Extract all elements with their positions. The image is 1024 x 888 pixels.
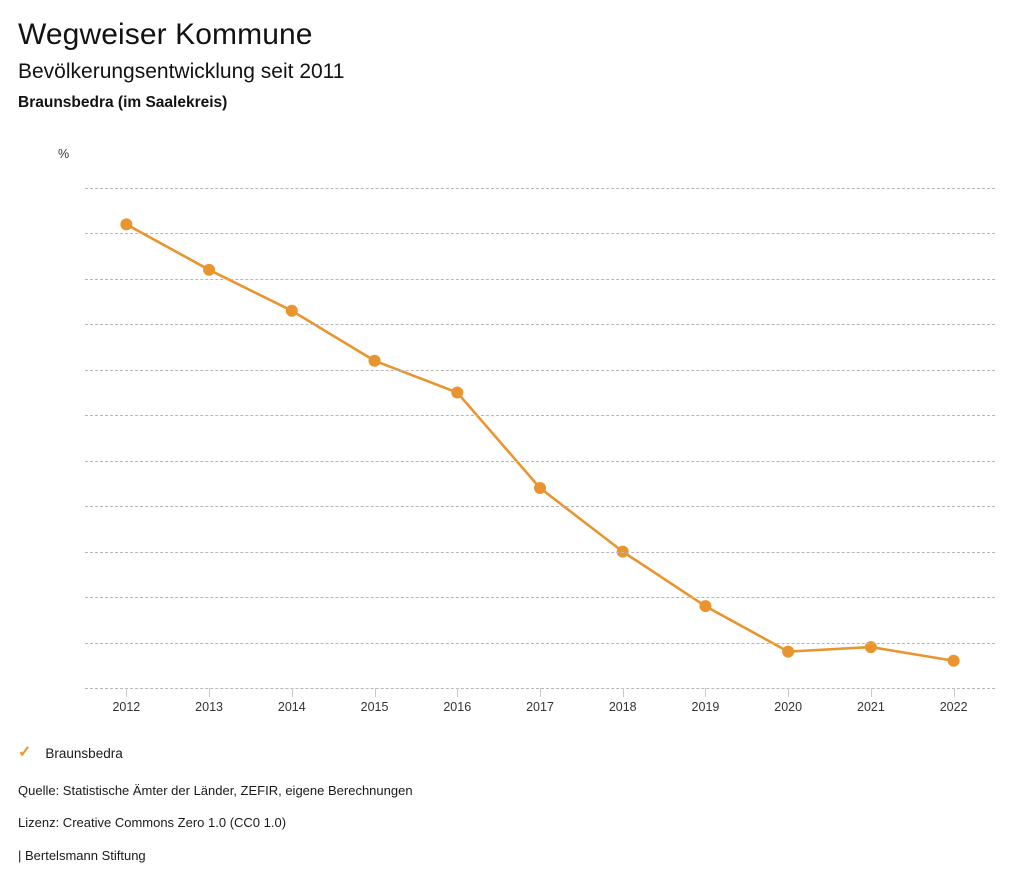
footer-publisher: | Bertelsmann Stiftung: [18, 847, 146, 863]
gridline: [85, 369, 995, 371]
x-axis-tick-mark: [705, 688, 707, 697]
x-axis-tick-label: 2016: [443, 700, 472, 714]
x-axis-tick-label: 2015: [360, 700, 389, 714]
x-axis-tick-label: 2022: [939, 700, 968, 714]
plot-area: 0,0-1,0-2,0-3,0-4,0-5,0-6,0-7,0-8,0-9,0-…: [85, 188, 995, 714]
data-point-marker[interactable]: [451, 386, 464, 399]
page-subtitle: Bevölkerungsentwicklung seit 2011: [18, 59, 345, 83]
gridline: [85, 642, 995, 644]
data-point-marker[interactable]: [534, 482, 546, 494]
page-title: Wegweiser Kommune: [18, 18, 313, 51]
x-axis-tick-mark: [291, 688, 293, 697]
data-point-marker[interactable]: [947, 654, 960, 667]
data-point-marker[interactable]: [782, 645, 795, 658]
data-point-marker[interactable]: [203, 263, 216, 276]
x-axis-tick-mark: [540, 688, 541, 697]
x-axis-tick-label: 2013: [195, 700, 223, 714]
data-point-marker[interactable]: [120, 218, 133, 231]
header: Wegweiser Kommune Bevölkerungsentwicklun…: [0, 0, 1024, 111]
x-axis-tick-mark: [953, 688, 955, 697]
x-axis-tick-mark: [457, 688, 459, 697]
municipality-name: Braunsbedra (im Saalekreis): [18, 93, 228, 111]
gridline: [85, 551, 995, 553]
data-point-marker[interactable]: [699, 600, 712, 613]
gridline: [85, 233, 995, 235]
chart-container: % 0,0-1,0-2,0-3,0-4,0-5,0-6,0-7,0-8,0-9,…: [0, 138, 1024, 714]
gridline: [85, 597, 995, 599]
x-axis-tick-mark: [622, 688, 624, 697]
x-axis-tick-mark: [870, 688, 872, 697]
x-axis-tick-mark: [209, 688, 211, 697]
gridline: [85, 415, 995, 417]
data-point-marker[interactable]: [285, 304, 298, 317]
line-series-braunsbedra: [120, 218, 960, 667]
legend[interactable]: ✓ Braunsbedra: [18, 745, 123, 761]
x-axis-tick-label: 2019: [691, 700, 720, 714]
legend-item-label[interactable]: Braunsbedra: [45, 745, 123, 761]
footer-source: Quelle: Statistische Ämter der Länder, Z…: [18, 783, 413, 798]
legend-check-icon[interactable]: ✓: [18, 744, 32, 761]
x-axis-tick-label: 2014: [277, 700, 306, 714]
gridline: [85, 324, 995, 326]
gridline: [85, 278, 995, 280]
x-axis-tick-label: 2020: [774, 700, 803, 714]
data-point-marker[interactable]: [864, 641, 877, 654]
data-point-marker[interactable]: [368, 354, 381, 367]
gridline: [85, 506, 995, 508]
footer-license: Lizenz: Creative Commons Zero 1.0 (CC0 1…: [18, 815, 287, 831]
x-axis-tick-label: 2012: [112, 700, 141, 714]
footer: Quelle: Statistische Ämter der Länder, Z…: [18, 783, 978, 863]
x-axis-tick-mark: [374, 688, 376, 697]
x-axis-tick-label: 2021: [857, 700, 885, 714]
series-line: [125, 223, 955, 663]
gridline: [85, 460, 995, 462]
x-axis-tick-mark: [788, 688, 790, 697]
x-axis-tick-mark: [126, 688, 128, 697]
y-axis-unit-label: %: [58, 147, 70, 161]
x-axis-tick-label: 2018: [608, 700, 637, 714]
gridline: [85, 188, 995, 189]
x-axis-tick-label: 2017: [526, 700, 554, 714]
